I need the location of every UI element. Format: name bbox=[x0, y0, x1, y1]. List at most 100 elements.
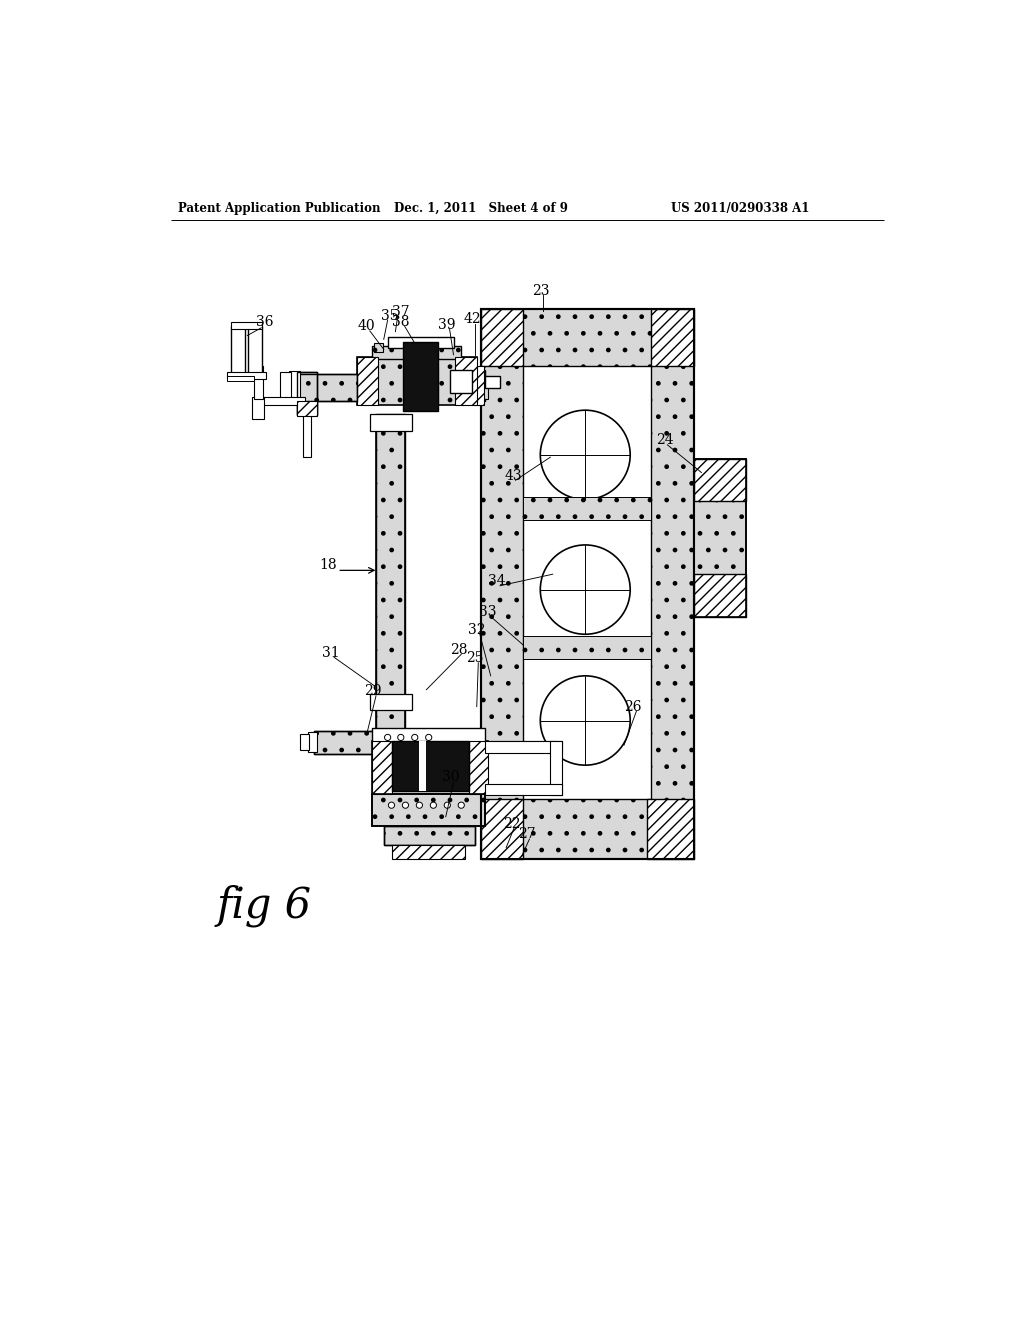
Text: 43: 43 bbox=[505, 469, 522, 483]
Bar bbox=[280, 372, 291, 403]
Bar bbox=[480, 309, 693, 859]
Bar bbox=[523, 498, 651, 520]
Bar bbox=[523, 636, 651, 659]
Bar bbox=[370, 693, 412, 710]
Bar bbox=[231, 322, 262, 329]
Bar bbox=[469, 742, 488, 793]
Bar bbox=[374, 343, 383, 352]
Bar bbox=[372, 742, 488, 793]
Circle shape bbox=[458, 803, 464, 808]
Text: 38: 38 bbox=[392, 314, 410, 329]
Bar bbox=[647, 799, 693, 859]
Bar bbox=[356, 358, 378, 405]
Text: 28: 28 bbox=[451, 643, 468, 656]
Bar bbox=[391, 845, 465, 859]
Circle shape bbox=[388, 803, 394, 808]
Text: 23: 23 bbox=[532, 284, 550, 298]
Bar bbox=[231, 326, 245, 374]
Circle shape bbox=[417, 803, 423, 808]
Text: 39: 39 bbox=[438, 318, 456, 331]
Circle shape bbox=[541, 411, 630, 499]
Circle shape bbox=[385, 734, 391, 741]
Bar bbox=[430, 370, 484, 401]
Bar bbox=[297, 401, 317, 416]
Text: 24: 24 bbox=[656, 433, 674, 447]
Bar bbox=[484, 376, 500, 388]
Bar bbox=[455, 358, 477, 405]
Circle shape bbox=[426, 734, 432, 741]
Bar bbox=[388, 337, 454, 348]
Bar bbox=[391, 742, 469, 792]
Text: 27: 27 bbox=[518, 828, 536, 841]
Bar bbox=[308, 733, 317, 752]
Bar bbox=[484, 784, 562, 795]
Bar bbox=[297, 372, 317, 414]
Bar bbox=[248, 326, 262, 374]
Bar bbox=[303, 414, 311, 457]
Bar bbox=[483, 743, 490, 788]
Bar bbox=[314, 730, 378, 754]
Bar bbox=[693, 574, 746, 616]
Bar bbox=[370, 414, 412, 430]
Bar bbox=[372, 793, 484, 826]
Bar bbox=[451, 370, 472, 393]
Bar bbox=[254, 397, 305, 405]
Circle shape bbox=[430, 803, 436, 808]
Bar bbox=[372, 742, 391, 793]
Circle shape bbox=[412, 734, 418, 741]
Bar bbox=[297, 374, 357, 401]
Bar bbox=[651, 309, 693, 367]
Bar bbox=[480, 799, 523, 859]
Bar bbox=[372, 346, 461, 359]
Circle shape bbox=[541, 545, 630, 635]
Bar bbox=[403, 342, 438, 411]
Bar bbox=[486, 742, 557, 793]
Bar bbox=[289, 371, 300, 404]
Text: fig 6: fig 6 bbox=[216, 884, 311, 927]
Text: 29: 29 bbox=[365, 684, 382, 698]
Text: 26: 26 bbox=[625, 700, 642, 714]
Text: 37: 37 bbox=[392, 305, 410, 319]
Bar bbox=[693, 459, 746, 616]
Circle shape bbox=[397, 734, 403, 741]
Bar bbox=[429, 367, 438, 405]
Bar bbox=[693, 459, 746, 502]
Bar bbox=[480, 309, 523, 367]
Bar bbox=[693, 459, 746, 616]
Bar bbox=[384, 826, 475, 845]
Bar bbox=[252, 397, 264, 418]
Text: 18: 18 bbox=[319, 558, 337, 572]
Text: 32: 32 bbox=[468, 623, 485, 636]
Circle shape bbox=[402, 803, 409, 808]
Text: 34: 34 bbox=[488, 574, 506, 589]
Bar bbox=[356, 358, 477, 405]
Bar bbox=[474, 367, 483, 405]
Bar bbox=[254, 367, 263, 399]
Text: 42: 42 bbox=[463, 313, 481, 326]
Bar bbox=[372, 793, 484, 826]
Bar bbox=[376, 414, 406, 733]
Bar bbox=[550, 742, 562, 795]
Bar bbox=[523, 367, 651, 799]
Bar bbox=[481, 376, 487, 399]
Text: US 2011/0290338 A1: US 2011/0290338 A1 bbox=[671, 202, 809, 215]
Text: 36: 36 bbox=[256, 315, 273, 330]
Bar bbox=[227, 376, 254, 381]
Text: Patent Application Publication: Patent Application Publication bbox=[178, 202, 380, 215]
Text: 25: 25 bbox=[467, 651, 484, 665]
Bar bbox=[300, 734, 309, 750]
Bar bbox=[484, 742, 562, 752]
Bar bbox=[420, 742, 426, 792]
Text: 35: 35 bbox=[381, 309, 398, 323]
Bar bbox=[314, 730, 378, 754]
Bar bbox=[297, 372, 317, 414]
Bar bbox=[297, 374, 357, 401]
Bar bbox=[384, 826, 475, 845]
Bar bbox=[227, 372, 266, 379]
Text: 30: 30 bbox=[442, 771, 460, 784]
Circle shape bbox=[444, 803, 451, 808]
Bar bbox=[480, 309, 693, 859]
Circle shape bbox=[541, 676, 630, 766]
Bar bbox=[372, 729, 484, 742]
Text: Dec. 1, 2011   Sheet 4 of 9: Dec. 1, 2011 Sheet 4 of 9 bbox=[393, 202, 567, 215]
